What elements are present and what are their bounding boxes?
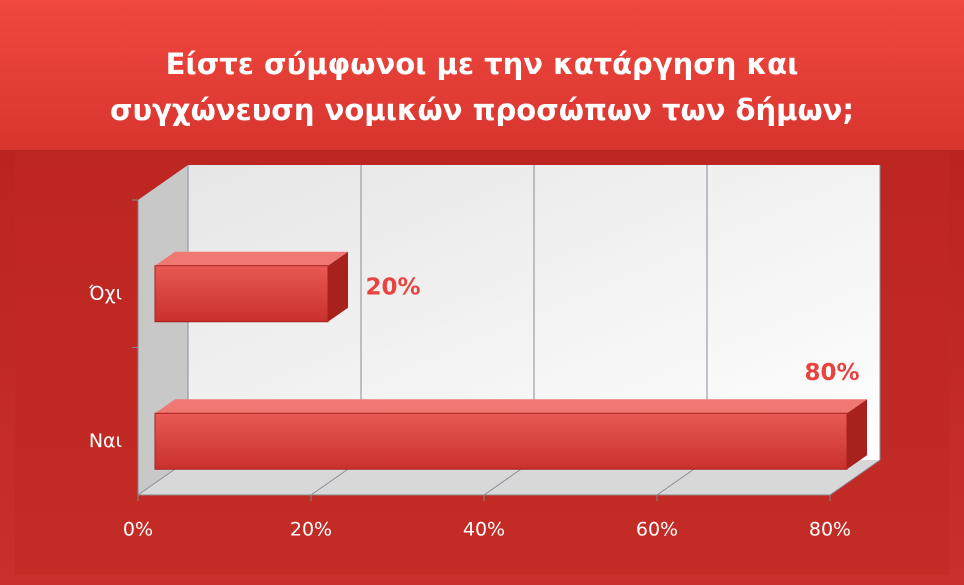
y-tick-label: Ναι: [89, 430, 122, 452]
bar-end: [847, 399, 867, 470]
bar-end: [328, 251, 348, 322]
grid-line: [829, 459, 881, 496]
bar: [154, 265, 329, 323]
x-tick-label: 80%: [809, 519, 851, 541]
chart-title: συγχώνευση νομικών προσώπων των δήμων;: [110, 93, 854, 127]
x-tick-label: 60%: [636, 519, 678, 541]
x-tick-label: 40%: [463, 519, 505, 541]
value-label: 20%: [365, 274, 420, 300]
bar: [154, 412, 848, 470]
chart-title: Είστε σύμφωνοι με την κατάργηση και: [166, 47, 799, 81]
x-tick-label: 20%: [290, 519, 332, 541]
value-label: 80%: [804, 360, 859, 386]
y-tick-label: Όχι: [88, 282, 122, 304]
title-band: [0, 0, 964, 150]
x-tick-label: 0%: [123, 519, 153, 541]
bar-top: [155, 251, 348, 266]
bar-top: [155, 399, 867, 414]
